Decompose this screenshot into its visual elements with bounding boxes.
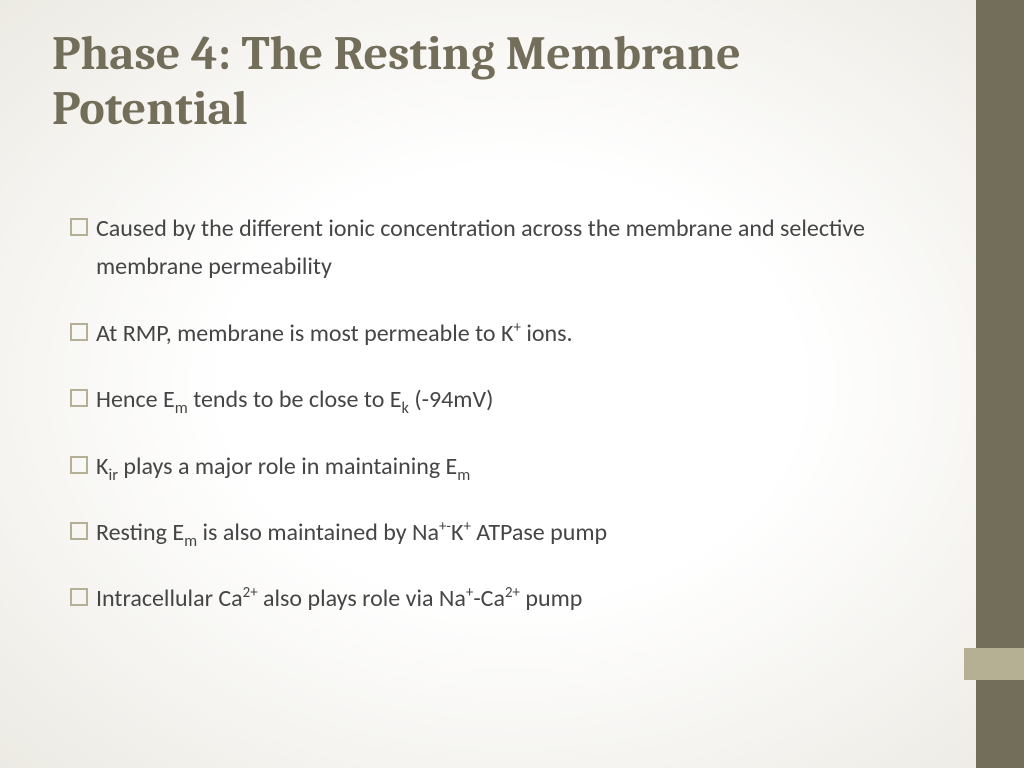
bullet-list: Caused by the different ionic concentrat…: [70, 210, 930, 647]
bullet-item: Kir plays a major role in maintaining Em: [70, 448, 930, 486]
bullet-marker-icon: [70, 218, 88, 236]
bullet-item: Resting Em is also maintained by Na+-K+ …: [70, 514, 930, 552]
slide-title: Phase 4: The Resting Membrane Potential: [52, 26, 932, 136]
bullet-text: At RMP, membrane is most permeable to K+…: [96, 315, 930, 353]
bullet-item: At RMP, membrane is most permeable to K+…: [70, 315, 930, 353]
bullet-marker-icon: [70, 389, 88, 407]
bullet-text: Hence Em tends to be close to Ek (-94mV): [96, 381, 930, 419]
slide: Phase 4: The Resting Membrane Potential …: [0, 0, 1024, 768]
bullet-item: Intracellular Ca2+ also plays role via N…: [70, 580, 930, 618]
bullet-text: Resting Em is also maintained by Na+-K+ …: [96, 514, 930, 552]
bullet-text: Intracellular Ca2+ also plays role via N…: [96, 580, 930, 618]
bullet-text: Kir plays a major role in maintaining Em: [96, 448, 930, 486]
bullet-marker-icon: [70, 522, 88, 540]
bullet-marker-icon: [70, 456, 88, 474]
bullet-marker-icon: [70, 323, 88, 341]
bullet-item: Hence Em tends to be close to Ek (-94mV): [70, 381, 930, 419]
sidebar-accent-block: [964, 648, 1024, 680]
bullet-text: Caused by the different ionic concentrat…: [96, 210, 930, 287]
bullet-marker-icon: [70, 588, 88, 606]
bullet-item: Caused by the different ionic concentrat…: [70, 210, 930, 287]
